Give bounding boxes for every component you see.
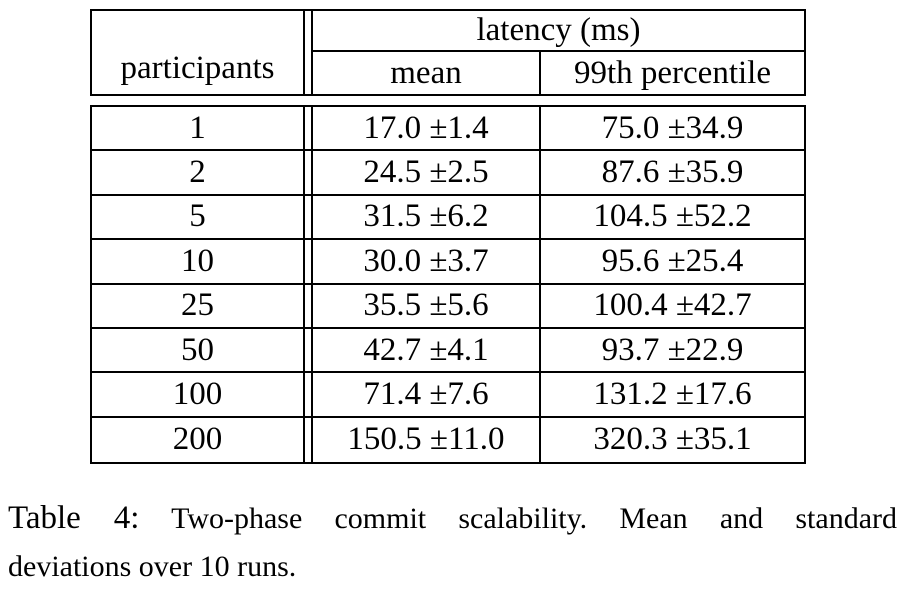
double-rule-spacer <box>305 151 313 196</box>
cell-mean: 71.4 ±7.6 <box>313 373 541 418</box>
caption-label: Table 4: <box>8 500 140 536</box>
header-99th-percentile: 99th percentile <box>573 54 771 91</box>
cell-participants: 200 <box>92 417 305 462</box>
cell-99th: 320.3 ±35.1 <box>593 421 752 458</box>
table-header: participants latency (ms) mean 99th perc… <box>90 9 806 96</box>
caption-line-2: deviations over 10 runs. <box>8 550 297 583</box>
cell-participants: 25 <box>92 284 305 329</box>
cell-99th: 131.2 ±17.6 <box>541 373 804 418</box>
cell-participants: 100 <box>92 373 305 418</box>
cell-mean: 17.0 ±1.4 <box>313 107 541 152</box>
cell-mean: 35.5 ±5.6 <box>313 284 541 329</box>
cell-99th: 95.6 ±25.4 <box>541 240 804 285</box>
caption-text-line1: Two-phase commit scalability. Mean and s… <box>171 502 897 535</box>
cell-mean: 31.5 ±6.2 <box>313 195 541 241</box>
double-rule-spacer <box>305 240 313 285</box>
table-caption: Table 4: Two-phase commit scalability. M… <box>8 494 897 591</box>
double-rule-spacer <box>305 107 313 152</box>
cell-mean: 42.7 ±4.1 <box>313 328 541 374</box>
cell-participants: 5 <box>92 195 305 241</box>
cell-99th: 87.6 ±35.9 <box>541 151 804 196</box>
cell-99th: 104.5 ±52.2 <box>541 196 804 241</box>
double-rule-spacer <box>305 284 313 329</box>
header-latency-group: latency (ms) <box>313 11 804 52</box>
caption-line-1: Table 4: Two-phase commit scalability. M… <box>8 494 897 543</box>
cell-participants: 10 <box>92 240 305 285</box>
header-mean: mean <box>313 52 541 94</box>
header-participants: participants <box>92 11 305 94</box>
double-rule-spacer <box>305 195 313 241</box>
double-rule-spacer <box>305 328 313 374</box>
cell-participants: 2 <box>92 151 305 196</box>
cell-mean: 150.5 ±11.0 <box>313 417 541 462</box>
double-rule-spacer <box>305 373 313 418</box>
cell-99th: 75.0 ±34.9 <box>541 107 804 152</box>
cell-participants: 1 <box>92 107 305 152</box>
double-rule-spacer <box>305 11 313 94</box>
cell-99th: 100.4 ±42.7 <box>541 285 804 329</box>
cell-mean: 24.5 ±2.5 <box>313 151 541 196</box>
cell-99th: 93.7 ±22.9 <box>541 329 804 374</box>
table-body: 1 17.0 ±1.4 75.0 ±34.9 2 24.5 ±2.5 87.6 ±35.9… <box>90 105 806 464</box>
double-rule-spacer <box>305 417 313 462</box>
cell-mean: 30.0 ±3.7 <box>313 240 541 285</box>
cell-participants: 50 <box>92 328 305 374</box>
